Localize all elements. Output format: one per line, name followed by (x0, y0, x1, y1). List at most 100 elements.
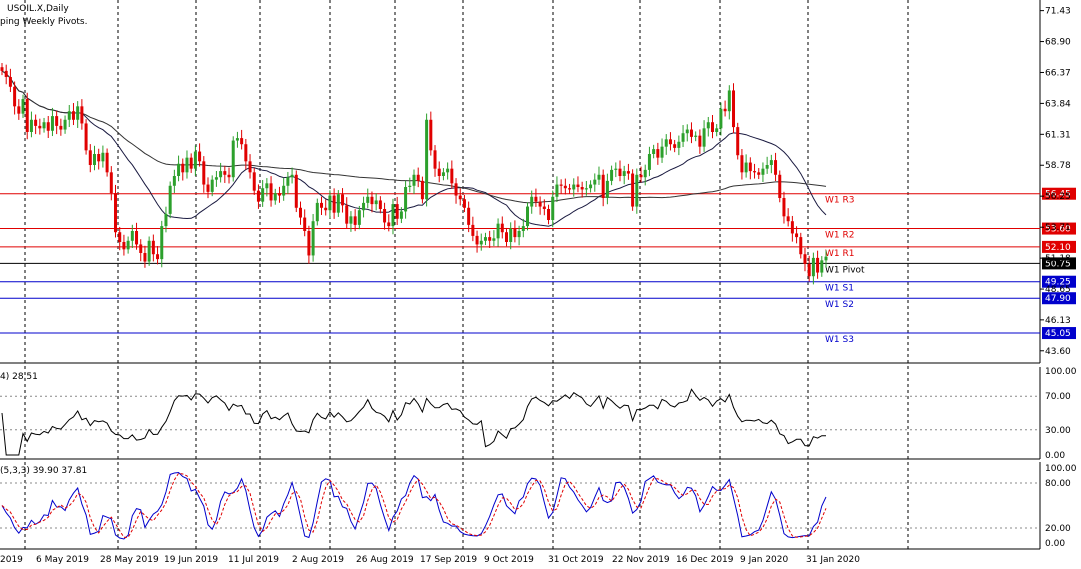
candle-body (387, 222, 391, 227)
candle-body (181, 163, 185, 173)
candle-body (715, 128, 719, 132)
candle-body (689, 129, 693, 137)
date-label: 31 Oct 2019 (548, 555, 604, 565)
candle-body (584, 188, 588, 190)
candle-body (383, 209, 387, 223)
candle-body (139, 244, 143, 253)
candle-body (454, 183, 458, 196)
candle-body (782, 198, 786, 217)
rsi-lines (0, 388, 1040, 456)
candle-body (80, 106, 84, 124)
candle-body (647, 154, 651, 170)
candle-body (748, 162, 752, 172)
candle-body (13, 86, 17, 107)
candle-body (530, 196, 534, 207)
candle-body (433, 150, 437, 169)
candle-body (479, 240, 483, 245)
rsi-label: 4) 28.51 (0, 372, 38, 382)
candle-body (21, 99, 25, 114)
candle-body (736, 127, 740, 156)
candle-body (353, 216, 357, 225)
candle-body (189, 157, 193, 169)
candle-body (710, 122, 714, 132)
candle-body (294, 174, 298, 208)
candle-body (656, 149, 660, 158)
price-tick-label: 53.71 (1045, 223, 1071, 233)
candle-body (277, 193, 281, 196)
price-tag-label: 47.90 (1045, 294, 1071, 304)
stoch-lines (0, 471, 1040, 540)
price-tick-label: 66.37 (1045, 68, 1071, 78)
candle-body (126, 240, 130, 250)
candle-body (462, 199, 466, 208)
candle-body (55, 116, 59, 126)
candle-body (437, 168, 441, 176)
candle-body (248, 161, 252, 173)
candle-body (235, 138, 239, 141)
candle-body (761, 168, 765, 175)
candle-body (698, 135, 702, 147)
date-label: 2 Aug 2019 (292, 555, 344, 565)
pivot-name: W1 S2 (825, 300, 854, 310)
candle-body (206, 184, 210, 192)
rsi-tick-label: 70.00 (1045, 392, 1071, 402)
candle-body (601, 174, 605, 198)
candle-body (559, 184, 563, 186)
candle-body (298, 207, 302, 218)
candle-body (568, 188, 572, 190)
candle-body (374, 200, 378, 205)
stoch-tick-label: 20.00 (1045, 524, 1071, 534)
candle-body (723, 108, 727, 112)
candle-body (88, 150, 92, 165)
candle-body (681, 133, 685, 142)
panel-frames (0, 0, 1041, 550)
candle-body (362, 202, 366, 211)
date-label: 17 Sep 2019 (420, 555, 477, 565)
candle-body (517, 231, 521, 238)
price-tag (1042, 222, 1076, 235)
candle-body (660, 146, 664, 158)
price-tag-label: 50.75 (1045, 259, 1071, 269)
candle-body (618, 168, 622, 176)
candle-body (483, 237, 487, 241)
price-tag (1042, 292, 1076, 305)
candle-body (92, 154, 96, 165)
candle-body (719, 108, 723, 129)
candle-body (273, 193, 277, 201)
candle-body (685, 129, 689, 134)
candle-body (795, 233, 799, 238)
candle-body (357, 210, 361, 225)
price-tick-label: 56.25 (1045, 192, 1071, 202)
candle-body (467, 207, 471, 225)
candle-body (706, 122, 710, 129)
candle-body (429, 119, 433, 151)
price-tag-label: 45.05 (1045, 329, 1071, 339)
candle-body (8, 77, 12, 87)
pivot-name: W1 R2 (825, 231, 854, 241)
date-label: 16 Dec 2019 (676, 555, 734, 565)
candle-body (740, 155, 744, 173)
candle-body (555, 184, 559, 197)
candle-body (202, 161, 206, 185)
candle-body (63, 119, 67, 130)
candle-body (349, 216, 353, 224)
candle-body (67, 111, 71, 120)
candle-body (732, 90, 736, 128)
candle-body (589, 184, 593, 189)
candle-body (799, 237, 803, 255)
candle-body (135, 231, 139, 245)
candle-body (563, 185, 567, 189)
rsi-tick-label: 0.00 (1045, 451, 1065, 461)
stoch-tick-label: 100.00 (1045, 464, 1077, 474)
symbol-title: USOIL.X,Daily (7, 4, 69, 14)
candle-body (542, 206, 546, 209)
pivot-name: W1 R1 (825, 249, 854, 259)
candle-body (303, 217, 307, 231)
candle-body (399, 211, 403, 219)
rsi-tick-label: 100.00 (1045, 367, 1077, 377)
candle-body (614, 168, 618, 170)
candle-body (315, 202, 319, 222)
candle-body (727, 90, 731, 112)
date-label: 6 May 2019 (36, 555, 89, 565)
candle-body (101, 152, 105, 162)
